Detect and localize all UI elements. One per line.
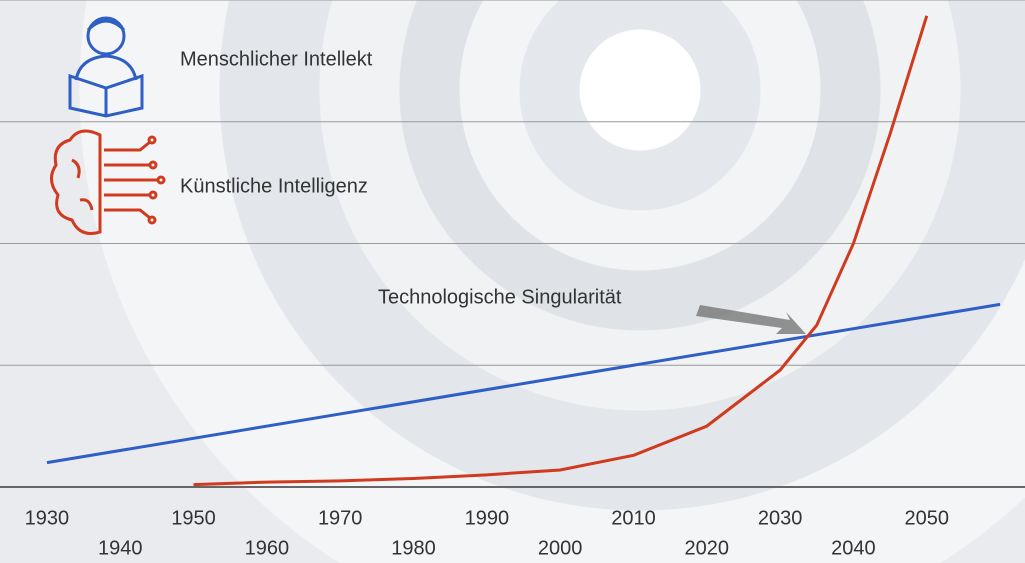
x-tick-label: 1990 bbox=[465, 507, 510, 529]
chart: Menschlicher Intellekt Künstliche Intell… bbox=[0, 0, 1025, 563]
person-icon bbox=[70, 18, 142, 116]
x-tick-label: 1930 bbox=[25, 507, 70, 529]
x-tick-label: 2030 bbox=[758, 507, 803, 529]
x-tick-label: 1950 bbox=[171, 507, 216, 529]
x-tick-label: 1940 bbox=[98, 537, 143, 559]
x-tick-label: 2050 bbox=[905, 507, 950, 529]
page: Menschlicher Intellekt Künstliche Intell… bbox=[0, 0, 1025, 563]
annotation: Technologische Singularität bbox=[378, 286, 622, 308]
x-tick-label: 2000 bbox=[538, 537, 583, 559]
annotation-arrow bbox=[696, 305, 806, 334]
x-tick-label: 1970 bbox=[318, 507, 363, 529]
series-line bbox=[194, 16, 927, 485]
x-tick-label: 1960 bbox=[245, 537, 290, 559]
brain-icon bbox=[51, 131, 164, 234]
x-tick-label: 2010 bbox=[611, 507, 656, 529]
series-line bbox=[47, 304, 1000, 462]
x-tick-label: 1980 bbox=[391, 537, 436, 559]
legend-label: Künstliche Intelligenz bbox=[180, 175, 368, 197]
x-tick-label: 2020 bbox=[685, 537, 730, 559]
legend-label: Menschlicher Intellekt bbox=[180, 48, 373, 70]
x-tick-label: 2040 bbox=[831, 537, 876, 559]
